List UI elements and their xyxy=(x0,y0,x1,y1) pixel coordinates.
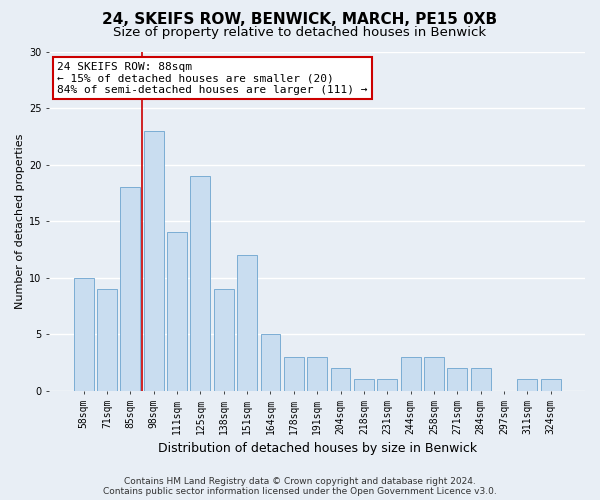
Text: 24, SKEIFS ROW, BENWICK, MARCH, PE15 0XB: 24, SKEIFS ROW, BENWICK, MARCH, PE15 0XB xyxy=(103,12,497,28)
Bar xyxy=(74,278,94,391)
Bar xyxy=(331,368,350,391)
Bar xyxy=(167,232,187,391)
Bar xyxy=(190,176,210,391)
Bar xyxy=(424,357,444,391)
Bar xyxy=(284,357,304,391)
Bar xyxy=(471,368,491,391)
Bar xyxy=(354,380,374,391)
Bar xyxy=(377,380,397,391)
Text: 24 SKEIFS ROW: 88sqm
← 15% of detached houses are smaller (20)
84% of semi-detac: 24 SKEIFS ROW: 88sqm ← 15% of detached h… xyxy=(58,62,368,95)
Text: Contains HM Land Registry data © Crown copyright and database right 2024.
Contai: Contains HM Land Registry data © Crown c… xyxy=(103,476,497,496)
Bar xyxy=(448,368,467,391)
Bar xyxy=(121,187,140,391)
Bar xyxy=(237,255,257,391)
X-axis label: Distribution of detached houses by size in Benwick: Distribution of detached houses by size … xyxy=(158,442,477,455)
Bar xyxy=(307,357,327,391)
Bar xyxy=(214,289,233,391)
Bar xyxy=(260,334,280,391)
Y-axis label: Number of detached properties: Number of detached properties xyxy=(15,134,25,309)
Text: Size of property relative to detached houses in Benwick: Size of property relative to detached ho… xyxy=(113,26,487,39)
Bar xyxy=(144,130,164,391)
Bar xyxy=(97,289,117,391)
Bar xyxy=(517,380,537,391)
Bar xyxy=(541,380,560,391)
Bar xyxy=(401,357,421,391)
